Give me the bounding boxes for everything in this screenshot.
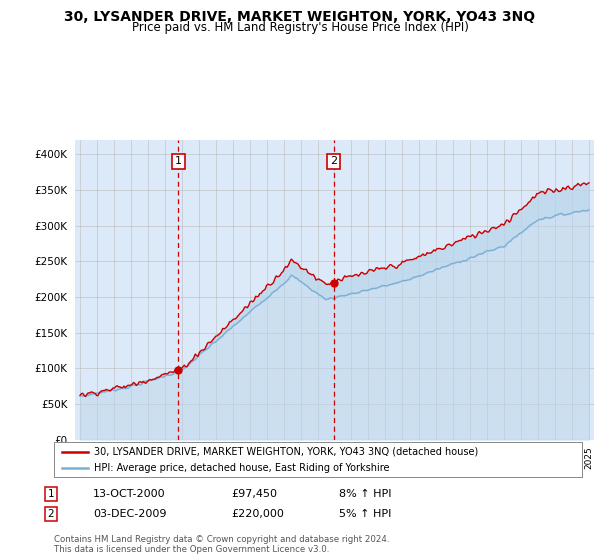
Text: 1: 1 [175,156,182,166]
Text: 1: 1 [47,489,55,499]
Text: £220,000: £220,000 [231,509,284,519]
Text: 30, LYSANDER DRIVE, MARKET WEIGHTON, YORK, YO43 3NQ (detached house): 30, LYSANDER DRIVE, MARKET WEIGHTON, YOR… [94,447,478,457]
Text: 2: 2 [330,156,337,166]
Text: 13-OCT-2000: 13-OCT-2000 [93,489,166,499]
Text: 5% ↑ HPI: 5% ↑ HPI [339,509,391,519]
Text: 2: 2 [47,509,55,519]
Text: Contains HM Land Registry data © Crown copyright and database right 2024.
This d: Contains HM Land Registry data © Crown c… [54,535,389,554]
Text: 8% ↑ HPI: 8% ↑ HPI [339,489,391,499]
Text: 30, LYSANDER DRIVE, MARKET WEIGHTON, YORK, YO43 3NQ: 30, LYSANDER DRIVE, MARKET WEIGHTON, YOR… [64,10,536,24]
Text: HPI: Average price, detached house, East Riding of Yorkshire: HPI: Average price, detached house, East… [94,463,389,473]
Text: £97,450: £97,450 [231,489,277,499]
Text: Price paid vs. HM Land Registry's House Price Index (HPI): Price paid vs. HM Land Registry's House … [131,21,469,34]
Text: 03-DEC-2009: 03-DEC-2009 [93,509,167,519]
